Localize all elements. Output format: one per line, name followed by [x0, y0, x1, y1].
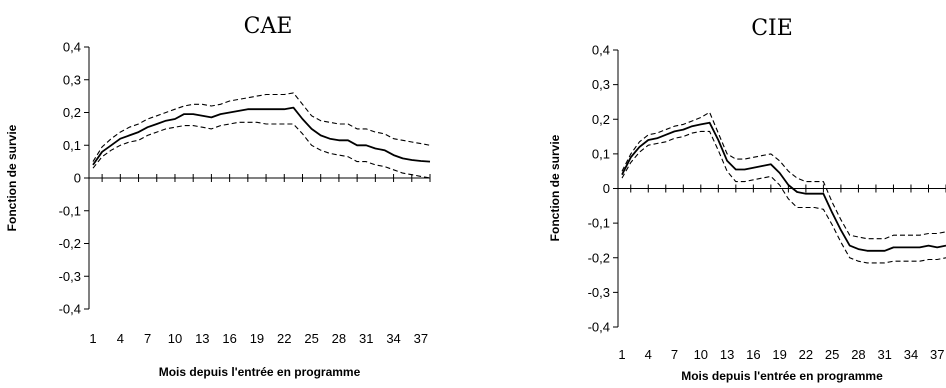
x-tick-label: 37: [930, 347, 944, 362]
y-tick-label: 0: [603, 181, 610, 196]
x-tick-label: 31: [359, 331, 373, 346]
x-tick-label: 19: [250, 331, 264, 346]
y-tick-label: 0,1: [592, 146, 610, 161]
y-tick-label: 0,4: [63, 40, 81, 55]
x-tick-label: 10: [694, 347, 708, 362]
series-line-estimate: [621, 121, 946, 252]
y-tick-label: -0,2: [588, 250, 610, 265]
y-tick-label: -0,4: [588, 320, 610, 335]
series-line-confidence-bound: [621, 111, 946, 240]
y-tick-label: 0: [74, 171, 81, 186]
x-tick-label: 13: [195, 331, 209, 346]
series-line-estimate: [92, 106, 431, 166]
x-tick-label: 31: [877, 347, 891, 362]
y-tick-label: -0,1: [588, 216, 610, 231]
x-tick-label: 37: [414, 331, 428, 346]
x-tick-label: 19: [772, 347, 786, 362]
x-tick-label: 25: [825, 347, 839, 362]
y-tick-label: 0,2: [592, 112, 610, 127]
y-tick-label: 0,3: [592, 77, 610, 92]
x-tick-label: 22: [277, 331, 291, 346]
x-tick-label: 13: [720, 347, 734, 362]
chart-panel-cie: CIE 0,4 0,3 0,2 0,1 0 -0,1 -0,2 -0,3 -0,4 1 4 7 10 13 1…: [548, 16, 946, 383]
x-axis-label: Mois depuis l'entrée en programme: [681, 369, 883, 383]
x-tick-label: 7: [671, 347, 678, 362]
x-tick-label: 34: [386, 331, 400, 346]
y-tick-label: -0,3: [588, 285, 610, 300]
y-tick-label: 0,2: [63, 105, 81, 120]
x-tick-label: 16: [746, 347, 760, 362]
x-tick-label: 7: [144, 331, 151, 346]
x-tick-label: 1: [89, 331, 96, 346]
y-tick-label: 0,4: [592, 43, 610, 58]
chart-title: CAE: [244, 14, 293, 39]
y-tick-label: -0,3: [59, 269, 81, 284]
x-tick-label: 4: [645, 347, 652, 362]
x-tick-label: 28: [332, 331, 346, 346]
x-tick-label: 16: [222, 331, 236, 346]
x-tick-label: 28: [851, 347, 865, 362]
x-tick-label: 25: [304, 331, 318, 346]
x-tick-label: 10: [168, 331, 182, 346]
y-tick-label: -0,4: [59, 302, 81, 317]
x-tick-label: 1: [618, 347, 625, 362]
y-axis-label: Fonction de survie: [548, 134, 562, 241]
x-axis-label: Mois depuis l'entrée en programme: [159, 365, 361, 379]
series-line-confidence-bound: [92, 121, 431, 179]
y-tick-label: 0,3: [63, 72, 81, 87]
y-axis-label: Fonction de survie: [5, 124, 19, 231]
x-tick-label: 22: [799, 347, 813, 362]
y-tick-label: -0,1: [59, 203, 81, 218]
series-line-confidence-bound: [92, 92, 431, 162]
x-tick-label: 4: [117, 331, 124, 346]
chart-panel-cae: CAE 0,4 0,3 0,2 0,1 0 -0,1 -0,2 -0,3 -0,4 1 4 7 10 13 1…: [5, 14, 431, 379]
y-tick-label: 0,1: [63, 138, 81, 153]
chart-title: CIE: [751, 16, 793, 41]
series-line-confidence-bound: [621, 130, 946, 264]
y-tick-label: -0,2: [59, 236, 81, 251]
x-tick-label: 34: [904, 347, 918, 362]
